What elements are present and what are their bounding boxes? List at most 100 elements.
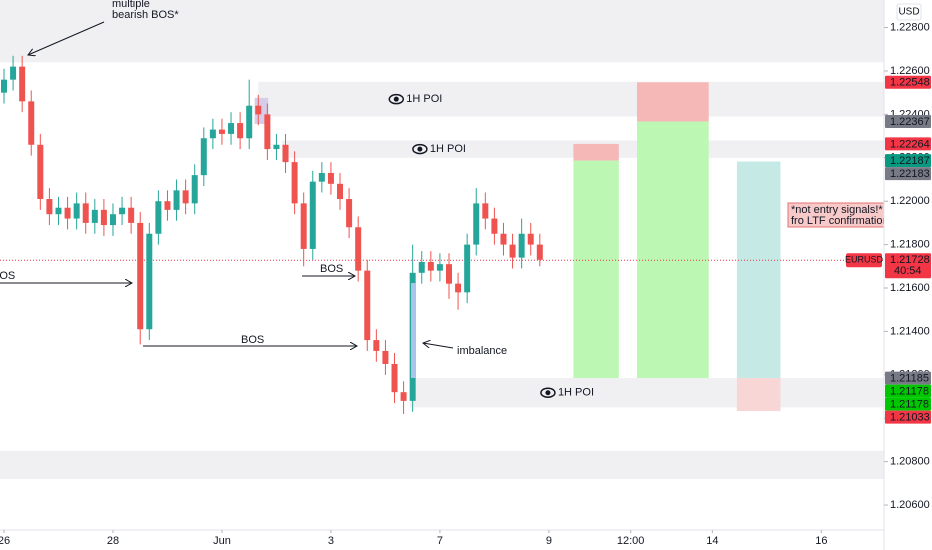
bos-label: BOS <box>241 334 264 346</box>
candle-body <box>191 175 198 204</box>
zone <box>573 143 619 161</box>
price-label <box>885 167 931 181</box>
symbol-text: EURUSD <box>845 255 884 265</box>
candle-body <box>73 203 80 219</box>
candle-body <box>218 129 225 134</box>
y-tick-label: 1.21800 <box>890 239 930 251</box>
candle-body <box>355 227 362 271</box>
candle-body <box>155 201 162 234</box>
y-tick-label: 1.22000 <box>890 195 930 207</box>
candle-body <box>318 172 325 182</box>
candle-body <box>255 105 262 115</box>
zone <box>409 378 884 408</box>
candle-body <box>146 233 153 330</box>
candle-body <box>137 222 144 330</box>
price-label-text: 1.22187 <box>890 155 930 167</box>
countdown: 40:54 <box>894 265 922 277</box>
candle-body <box>100 209 107 226</box>
candle-body <box>128 207 135 223</box>
candle-body <box>536 244 543 260</box>
candle-body <box>373 340 380 351</box>
y-tick-label: 1.21600 <box>890 282 930 294</box>
candle-body <box>436 264 443 271</box>
candle-body <box>473 203 480 245</box>
candle-body <box>91 209 98 223</box>
zone-label: 1H POI <box>558 387 594 399</box>
symbol-label <box>846 253 882 268</box>
price-label <box>885 75 931 89</box>
x-tick-label: 9 <box>546 535 552 547</box>
imbalance-box <box>411 283 416 378</box>
candle-body <box>10 66 17 80</box>
candle-body <box>109 214 116 226</box>
candle-body <box>491 218 498 234</box>
zone <box>736 378 781 412</box>
candle-body <box>309 181 316 249</box>
zone <box>636 82 709 122</box>
price-label-text: 1.22367 <box>890 116 930 128</box>
last-price-text: 1.21728 <box>890 254 930 266</box>
price-label <box>885 410 931 424</box>
eye-icon <box>388 93 405 105</box>
price-label-text: 1.21185 <box>890 372 929 384</box>
price-label <box>885 371 931 385</box>
candle-body <box>64 207 71 219</box>
zone <box>0 450 884 479</box>
note-box <box>787 202 884 228</box>
annotation: multiple <box>112 0 150 10</box>
zone-label: 1H POI <box>430 143 466 155</box>
candle-body <box>82 203 89 223</box>
zone <box>636 121 709 379</box>
candle-body <box>300 203 307 249</box>
candle-body <box>527 233 534 245</box>
arrow <box>423 343 454 349</box>
x-tick-label: 12:00 <box>617 535 645 547</box>
candle-body <box>364 270 371 341</box>
time-axis <box>0 530 884 550</box>
x-tick-label: 28 <box>107 535 119 547</box>
y-tick-label: 1.22600 <box>890 65 930 77</box>
zone <box>573 160 619 379</box>
eye-icon <box>393 96 399 102</box>
candle-body <box>391 363 398 393</box>
arrow <box>28 21 105 55</box>
candle-body <box>482 203 489 219</box>
candle-body <box>282 144 289 163</box>
y-tick-label: 1.20600 <box>890 499 930 511</box>
x-tick-label: 3 <box>328 535 334 547</box>
zone <box>736 161 781 379</box>
candle-body <box>37 144 44 200</box>
candle-body <box>418 261 425 273</box>
y-tick-label: 1.22800 <box>890 21 930 33</box>
candle-body <box>55 207 62 215</box>
annotation: bearish BOS* <box>112 9 179 21</box>
zone <box>258 81 884 117</box>
candle-body <box>173 190 180 210</box>
eye-icon <box>540 387 556 398</box>
candle-body <box>382 350 389 364</box>
eye-icon <box>412 143 428 155</box>
candle-body <box>327 172 334 184</box>
price-label <box>885 137 931 151</box>
annotation: fro LTF confirmation <box>791 215 889 227</box>
bos-label: BOS <box>320 263 343 275</box>
candle-body <box>509 244 516 258</box>
zones: 1H POI 1H POI 1H POI <box>0 0 884 479</box>
price-label-text: 1.21033 <box>890 411 930 423</box>
price-label <box>885 384 931 398</box>
candle-body <box>19 66 26 102</box>
candle-body <box>182 190 189 204</box>
eye-icon <box>545 390 551 396</box>
price-label <box>885 154 931 168</box>
candle-body <box>0 79 7 93</box>
candle-body <box>337 183 344 200</box>
candle-body <box>273 144 280 150</box>
candle-body <box>264 114 271 150</box>
candle-body <box>200 138 207 176</box>
annotations: multiple bearish BOS* BOS BOS BOS imbala… <box>0 0 889 378</box>
price-label-text: 1.21178 <box>890 398 929 410</box>
candle-body <box>427 261 434 271</box>
candle-body <box>291 162 298 204</box>
